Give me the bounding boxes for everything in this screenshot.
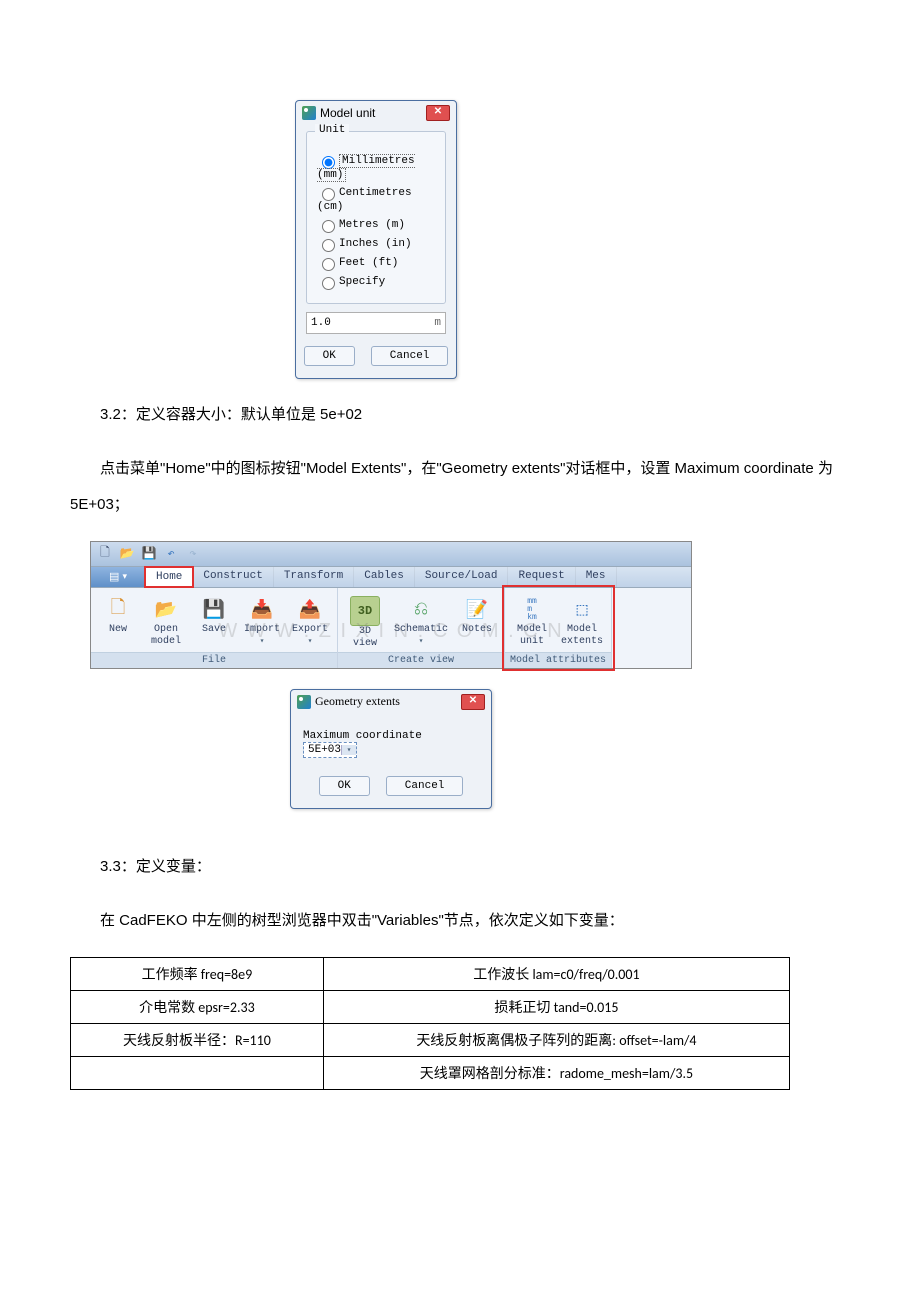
unit-option-mm[interactable]: Millimetres (mm)	[317, 153, 435, 182]
variables-table: 工作频率 freq=8e9 工作波长 lam=c0/freq/0.001 介电常…	[70, 957, 790, 1090]
new-icon: 🗋	[104, 596, 132, 624]
paragraph-3-2: 点击菜单"Home"中的图标按钮"Model Extents"，在"Geomet…	[70, 451, 850, 523]
close-icon[interactable]: ✕	[426, 105, 450, 121]
file-menu[interactable]: ▤▾	[91, 567, 145, 587]
tab-home[interactable]: Home	[145, 567, 193, 587]
table-cell: 工作频率 freq=8e9	[71, 957, 324, 990]
unit-option-m[interactable]: Metres (m)	[317, 217, 435, 233]
notes-icon: 📝	[463, 596, 491, 624]
chevron-down-icon[interactable]: ▾	[341, 745, 356, 755]
dialog-titlebar: Model unit ✕	[296, 101, 456, 125]
table-cell: 工作波长 lam=c0/freq/0.001	[323, 957, 789, 990]
table-row: 天线反射板半径：R=110 天线反射板离偶极子阵列的距离: offset=-la…	[71, 1023, 790, 1056]
dialog-titlebar: Geometry extents ✕	[291, 690, 491, 714]
paragraph-3-3: 在 CadFEKO 中左侧的树型浏览器中双击"Variables"节点，依次定义…	[70, 903, 850, 939]
qat-save-icon[interactable]: 💾	[139, 545, 159, 563]
cancel-button[interactable]: Cancel	[386, 776, 464, 796]
close-icon[interactable]: ✕	[461, 694, 485, 710]
tab-mesh[interactable]: Mes	[576, 567, 617, 587]
schematic-icon: ⎌	[407, 596, 435, 624]
tab-cables[interactable]: Cables	[354, 567, 415, 587]
table-cell: 天线反射板半径：R=110	[71, 1023, 324, 1056]
qat-undo-icon[interactable]: ↶	[161, 545, 181, 563]
table-cell	[71, 1056, 324, 1089]
extents-icon: ⬚	[568, 596, 596, 624]
table-row: 天线罩网格剖分标准：radome_mesh=lam/3.5	[71, 1056, 790, 1089]
max-coord-label: Maximum coordinate	[303, 730, 422, 742]
ok-button[interactable]: OK	[319, 776, 370, 796]
unit-group-label: Unit	[315, 124, 349, 136]
unit-group: Unit Millimetres (mm) Centimetres (cm) M…	[306, 131, 446, 304]
schematic-button[interactable]: ⎌Schematic▾	[392, 594, 450, 646]
table-cell: 天线反射板离偶极子阵列的距离: offset=-lam/4	[323, 1023, 789, 1056]
export-icon: 📤	[296, 596, 324, 624]
table-cell: 损耗正切 tand=0.015	[323, 990, 789, 1023]
geometry-extents-dialog: Geometry extents ✕ Maximum coordinate 5E…	[290, 689, 492, 809]
table-row: 工作频率 freq=8e9 工作波长 lam=c0/freq/0.001	[71, 957, 790, 990]
unit-option-specify[interactable]: Specify	[317, 274, 435, 290]
tab-source-load[interactable]: Source/Load	[415, 567, 509, 587]
ribbon-groups: 🗋New 📂Open model 💾Save 📥Import▾ 📤Export▾…	[91, 588, 691, 668]
table-row: 介电常数 epsr=2.33 损耗正切 tand=0.015	[71, 990, 790, 1023]
section-heading-3-2: 3.2：定义容器大小：默认单位是 5e+02	[70, 397, 850, 433]
group-label-model-attributes: Model attributes	[505, 652, 611, 668]
model-extents-button[interactable]: ⬚Model extents	[559, 594, 605, 648]
quick-access-toolbar: 🗋 📂 💾 ↶ ↷	[91, 542, 691, 566]
qat-new-icon[interactable]: 🗋	[95, 545, 115, 563]
unit-value-input[interactable]: 1.0 m	[306, 312, 446, 334]
open-icon: 📂	[152, 596, 180, 624]
model-unit-button[interactable]: mm m kmModel unit	[511, 594, 553, 648]
tab-transform[interactable]: Transform	[274, 567, 354, 587]
unit-option-cm[interactable]: Centimetres (cm)	[317, 185, 435, 214]
3d-icon: 3D	[350, 596, 380, 626]
app-icon	[302, 106, 316, 120]
table-cell: 天线罩网格剖分标准：radome_mesh=lam/3.5	[323, 1056, 789, 1089]
group-label-create-view: Create view	[338, 652, 504, 668]
qat-redo-icon[interactable]: ↷	[183, 545, 203, 563]
app-icon	[297, 695, 311, 709]
tab-strip: ▤▾ Home Construct Transform Cables Sourc…	[91, 566, 691, 588]
open-model-button[interactable]: 📂Open model	[145, 594, 187, 648]
ruler-icon: mm m km	[518, 596, 546, 624]
unit-option-in[interactable]: Inches (in)	[317, 236, 435, 252]
notes-button[interactable]: 📝Notes	[456, 594, 498, 636]
save-icon: 💾	[200, 596, 228, 624]
tab-construct[interactable]: Construct	[193, 567, 273, 587]
dialog-title: Model unit	[320, 106, 375, 120]
model-unit-dialog: Model unit ✕ Unit Millimetres (mm) Centi…	[295, 100, 457, 379]
group-label-file: File	[91, 652, 337, 668]
export-button[interactable]: 📤Export▾	[289, 594, 331, 646]
unit-option-ft[interactable]: Feet (ft)	[317, 255, 435, 271]
3d-view-button[interactable]: 3D3D view	[344, 594, 386, 650]
qat-open-icon[interactable]: 📂	[117, 545, 137, 563]
section-heading-3-3: 3.3：定义变量：	[70, 849, 850, 885]
table-cell: 介电常数 epsr=2.33	[71, 990, 324, 1023]
import-icon: 📥	[248, 596, 276, 624]
new-button[interactable]: 🗋New	[97, 594, 139, 636]
save-button[interactable]: 💾Save	[193, 594, 235, 636]
tab-request[interactable]: Request	[508, 567, 575, 587]
import-button[interactable]: 📥Import▾	[241, 594, 283, 646]
max-coord-input[interactable]: 5E+03 ▾	[303, 742, 357, 758]
cancel-button[interactable]: Cancel	[371, 346, 449, 366]
ribbon-screenshot: 🗋 📂 💾 ↶ ↷ ▤▾ Home Construct Transform Ca…	[90, 541, 692, 669]
dialog-title: Geometry extents	[315, 694, 400, 709]
ok-button[interactable]: OK	[304, 346, 355, 366]
